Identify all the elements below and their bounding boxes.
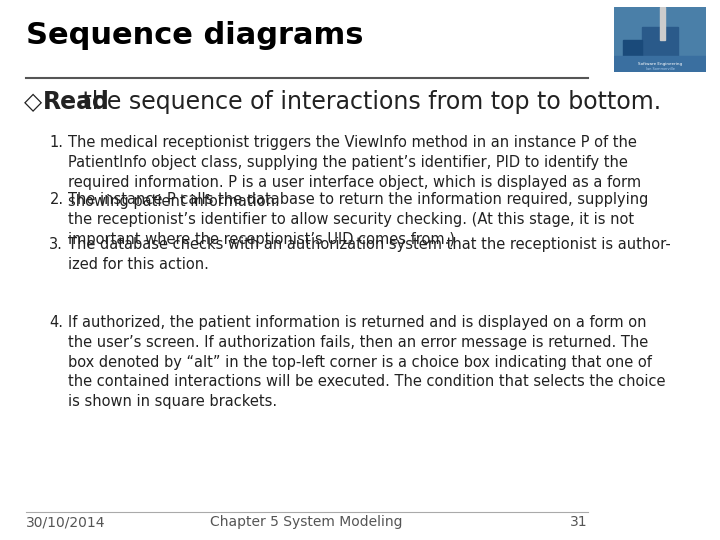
Text: If authorized, the patient information is returned and is displayed on a form on: If authorized, the patient information i… — [68, 315, 665, 409]
Text: 31: 31 — [570, 515, 588, 529]
Text: Sequence diagrams: Sequence diagrams — [25, 21, 363, 50]
Text: 4.: 4. — [50, 315, 63, 330]
Text: Read: Read — [42, 90, 109, 114]
Text: The instance P calls the database to return the information required, supplying
: The instance P calls the database to ret… — [68, 192, 649, 247]
Text: Chapter 5 System Modeling: Chapter 5 System Modeling — [210, 515, 403, 529]
Text: 2.: 2. — [50, 192, 63, 207]
Text: the sequence of interactions from top to bottom.: the sequence of interactions from top to… — [75, 90, 661, 114]
Text: 3.: 3. — [50, 237, 63, 252]
Text: ◇: ◇ — [24, 90, 42, 114]
Text: Software Engineering: Software Engineering — [638, 62, 682, 66]
Bar — [660, 7, 665, 39]
Text: 1.: 1. — [50, 135, 63, 150]
Bar — [624, 39, 642, 72]
Bar — [642, 26, 678, 72]
Text: 30/10/2014: 30/10/2014 — [25, 515, 105, 529]
Text: The database checks with an authorization system that the receptionist is author: The database checks with an authorizatio… — [68, 237, 671, 272]
Text: Ian Sommerville: Ian Sommerville — [646, 67, 675, 71]
Text: The medical receptionist triggers the ViewInfo method in an instance P of the
Pa: The medical receptionist triggers the Vi… — [68, 135, 642, 210]
Bar — [614, 56, 706, 72]
